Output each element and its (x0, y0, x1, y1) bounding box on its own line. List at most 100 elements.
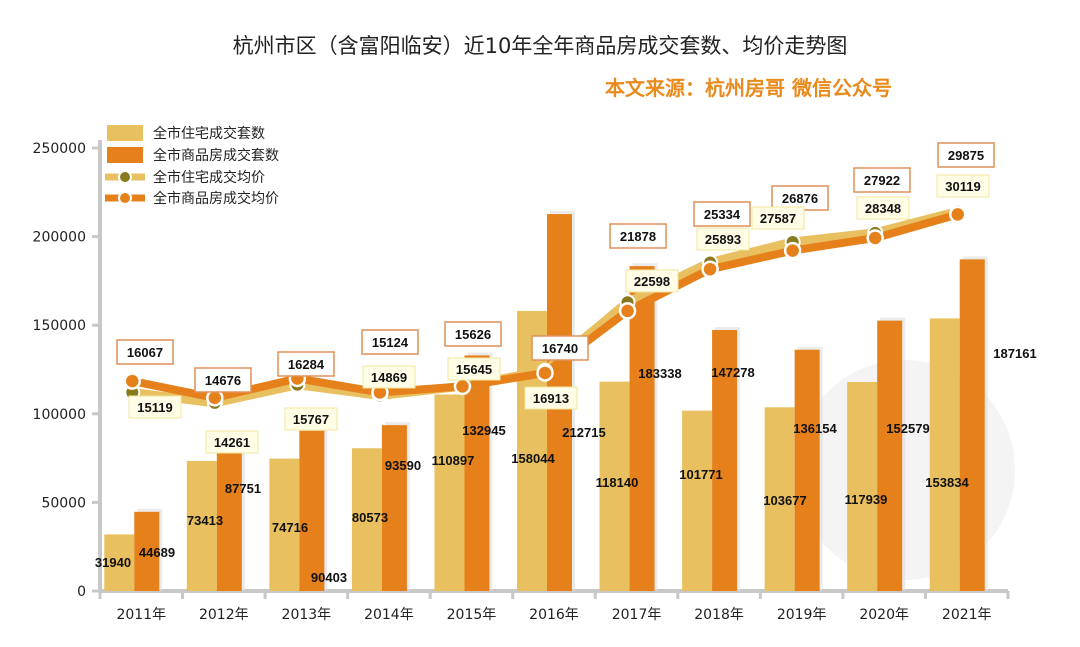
price-label-box (751, 206, 805, 230)
data-label-residential-price: 15767 (293, 412, 329, 427)
bar-commercial-count (464, 355, 490, 591)
bar-commercial-count (877, 320, 903, 591)
bar-commercial-count (629, 266, 655, 591)
data-label-commercial-count: 147278 (711, 365, 754, 380)
legend-marker-residential-price (118, 170, 132, 184)
price-label-box (116, 339, 174, 365)
data-label-commercial-price: 14676 (205, 373, 241, 388)
bar-residential-count (929, 318, 960, 591)
legend-marker-commercial-price (118, 191, 132, 205)
chart-title: 杭州市区（含富阳临安）近10年全年商品房成交套数、均价走势图 (232, 34, 848, 58)
price-label-box (531, 335, 589, 361)
price-label-box (524, 386, 578, 410)
price-label-box (936, 174, 990, 198)
price-label-box (609, 223, 667, 249)
price-label-box (277, 351, 335, 377)
data-label-residential-count: 73413 (187, 513, 223, 528)
x-tick-label: 2018年 (694, 607, 744, 623)
legend-label: 全市商品房成交套数 (153, 147, 279, 164)
y-tick-label: 200000 (33, 230, 86, 246)
data-label-residential-price: 27587 (760, 211, 796, 226)
data-label-residential-count: 118140 (596, 475, 639, 490)
legend-swatch-commercial-count (107, 147, 143, 163)
data-label-commercial-price: 16740 (542, 341, 578, 356)
data-label-residential-count: 101771 (679, 467, 722, 482)
y-tick-label: 100000 (33, 407, 86, 423)
data-label-residential-count: 31940 (95, 555, 131, 570)
y-tick-label: 250000 (33, 141, 86, 157)
price-label-box (625, 269, 679, 293)
y-tick-label: 150000 (33, 318, 86, 334)
price-label-box (771, 185, 829, 211)
bar-commercial-count (794, 349, 820, 591)
y-tick-label: 50000 (41, 495, 86, 511)
bar-residential-count (104, 534, 135, 591)
bar-commercial-count (216, 435, 242, 591)
bar-residential-count (434, 394, 465, 591)
data-label-commercial-count: 93590 (385, 458, 421, 473)
price-label-box (447, 357, 501, 381)
bar-residential-count (186, 460, 217, 591)
x-tick-label: 2020年 (859, 607, 909, 623)
x-tick-label: 2012年 (199, 607, 249, 623)
price-label-box (696, 227, 750, 251)
bar-commercial-count (299, 430, 325, 591)
data-label-residential-price: 25893 (705, 232, 741, 247)
x-tick-label: 2011年 (116, 607, 166, 623)
bar-commercial-count (381, 425, 407, 591)
chart-subtitle: 本文来源：杭州房哥 微信公众号 (605, 76, 892, 100)
data-label-commercial-price: 16067 (127, 345, 163, 360)
data-label-residential-count: 80573 (352, 510, 388, 525)
bar-residential-count (682, 410, 713, 591)
x-tick-label: 2014年 (364, 607, 414, 623)
data-label-residential-count: 103677 (763, 493, 806, 508)
bar-residential-count (351, 448, 382, 591)
legend-label: 全市住宅成交套数 (153, 125, 265, 142)
price-label-box (362, 365, 416, 389)
price-label-box (361, 329, 419, 355)
data-label-commercial-price: 21878 (620, 229, 656, 244)
data-label-commercial-count: 132945 (462, 423, 505, 438)
data-label-residential-count: 117939 (845, 492, 888, 507)
data-label-commercial-count: 152579 (886, 421, 929, 436)
data-label-commercial-count: 44689 (139, 545, 175, 560)
price-label-box (194, 367, 252, 393)
bar-residential-count (764, 407, 795, 591)
marker-commercial-price (783, 241, 802, 260)
x-tick-label: 2015年 (447, 607, 497, 623)
data-label-residential-price: 14869 (371, 370, 407, 385)
legend-label: 全市商品房成交均价 (153, 190, 279, 207)
data-label-residential-price: 22598 (634, 274, 670, 289)
price-label-box (693, 201, 751, 227)
data-label-commercial-count: 187161 (993, 346, 1036, 361)
marker-commercial-price (948, 205, 967, 224)
bar-commercial-count (712, 330, 738, 591)
data-label-commercial-count: 136154 (793, 421, 837, 436)
marker-commercial-price (123, 372, 142, 390)
bar-residential-count (269, 458, 300, 591)
data-label-residential-price: 30119 (945, 179, 980, 194)
price-label-box (205, 430, 259, 454)
x-tick-label: 2021年 (942, 607, 992, 623)
data-label-commercial-count: 90403 (311, 570, 347, 585)
data-label-commercial-price: 16284 (288, 357, 325, 372)
price-label-box (128, 395, 182, 419)
marker-commercial-price (453, 377, 472, 396)
data-label-commercial-count: 87751 (225, 481, 261, 496)
marker-commercial-price (701, 260, 719, 278)
data-label-residential-count: 110897 (432, 453, 475, 468)
data-label-commercial-price: 15124 (372, 335, 409, 350)
data-label-commercial-price: 15626 (455, 327, 491, 342)
marker-commercial-price (866, 229, 884, 247)
data-label-commercial-price: 29875 (948, 148, 984, 163)
bar-commercial-count (134, 511, 160, 591)
price-label-box (284, 407, 338, 431)
bar-commercial-count (959, 259, 985, 591)
price-label-box (856, 196, 910, 220)
legend-label: 全市住宅成交均价 (153, 169, 265, 186)
price-label-box (853, 167, 911, 193)
data-label-residential-count: 153834 (925, 475, 969, 490)
data-label-residential-price: 15119 (137, 400, 172, 415)
